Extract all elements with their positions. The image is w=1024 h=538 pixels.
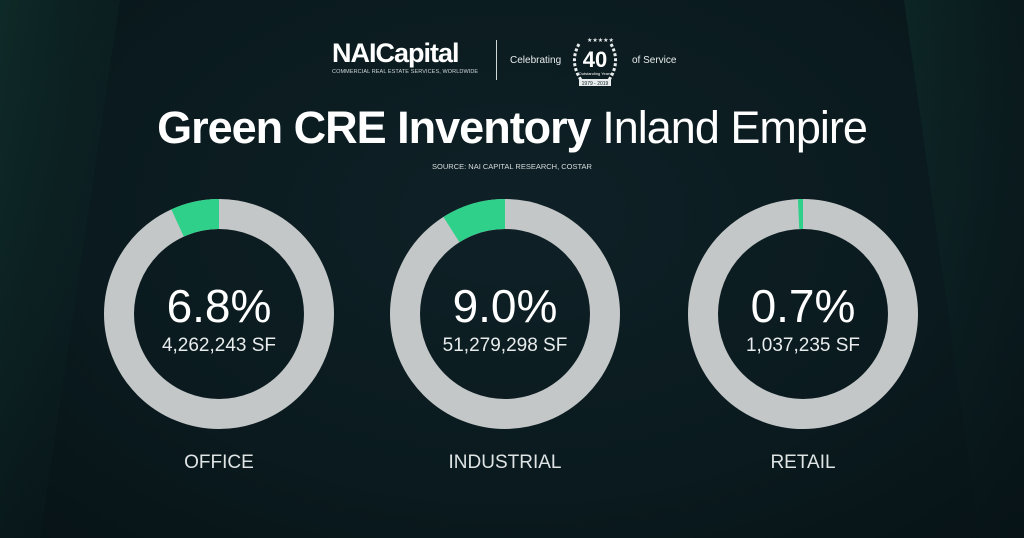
page-title: Green CRE Inventory Inland Empire	[0, 102, 1024, 154]
category-label: INDUSTRIAL	[448, 452, 562, 473]
sf-label: 4,262,243 SF	[161, 335, 277, 356]
percent-label: 6.8%	[166, 280, 272, 332]
category-label: RETAIL	[770, 452, 836, 473]
donut-industrial: 9.0% 51,279,298 SF	[390, 199, 620, 429]
logo-text: NAICapital	[332, 38, 460, 68]
donut-retail: 0.7% 1,037,235 SF	[688, 199, 918, 429]
nai-capital-logo: NAICapital COMMERCIAL REAL ESTATE SERVIC…	[332, 38, 478, 75]
celebrating-text: Celebrating	[510, 55, 562, 66]
title-bold: Green CRE Inventory	[157, 102, 592, 153]
svg-text:Outstanding Years: Outstanding Years	[579, 71, 612, 76]
svg-text:★★★★★: ★★★★★	[587, 37, 614, 44]
laurel-icon: ★★★★★ 40 Outstanding Years 1979 - 2019	[573, 37, 617, 87]
header-divider	[496, 40, 497, 80]
source-note: SOURCE: NAI CAPITAL RESEARCH, COSTAR	[432, 162, 592, 171]
percent-label: 0.7%	[750, 280, 856, 332]
anniversary-badge: ★★★★★ 40 Outstanding Years 1979 - 2019	[565, 34, 625, 90]
sf-label: 1,037,235 SF	[745, 335, 861, 356]
percent-label: 9.0%	[452, 280, 558, 332]
of-service-text: of Service	[632, 55, 677, 66]
donut-slice-green	[171, 199, 220, 237]
logo-tagline: COMMERCIAL REAL ESTATE SERVICES, WORLDWI…	[332, 69, 479, 75]
svg-text:40: 40	[583, 47, 607, 72]
title-region: Inland Empire	[602, 102, 868, 153]
sf-label: 51,279,298 SF	[442, 335, 568, 356]
donut-slice-green	[443, 199, 506, 243]
donut-office: 6.8% 4,262,243 SF	[104, 199, 334, 429]
svg-text:1979 - 2019: 1979 - 2019	[582, 81, 609, 87]
header: NAICapital COMMERCIAL REAL ESTATE SERVIC…	[0, 37, 1024, 88]
category-label: OFFICE	[184, 452, 254, 473]
